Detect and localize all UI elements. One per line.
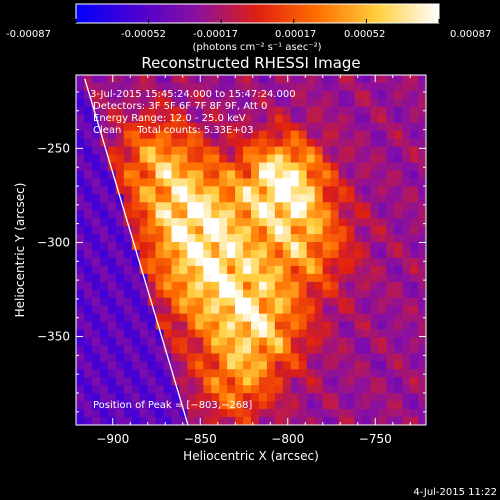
colorbar-tick-label-5: 0.00087 xyxy=(450,29,491,40)
annotation-energy-range: Energy Range: 12.0 - 25.0 keV xyxy=(93,113,246,124)
footer-timestamp: 4-Jul-2015 11:22 xyxy=(413,487,497,498)
y-tick-label: −250 xyxy=(37,141,70,155)
annotation-clean-counts: Clean Total counts: 5.33E+03 xyxy=(93,125,253,136)
y-tick-label: −350 xyxy=(37,330,70,344)
colorbar-tick-label-3: 0.00017 xyxy=(275,29,316,40)
annotation-block: 3-Jul-2015 15:45:24.000 to 15:47:24.000 … xyxy=(90,89,296,136)
x-axis-label: Heliocentric X (arcsec) xyxy=(183,449,319,463)
colorbar-gradient xyxy=(75,3,440,24)
axis-ticks xyxy=(76,75,426,425)
chart-title: Reconstructed RHESSI Image xyxy=(141,54,360,72)
annotation-time-range: 3-Jul-2015 15:45:24.000 to 15:47:24.000 xyxy=(90,89,296,100)
y-tick-label: −300 xyxy=(37,235,70,249)
colorbar-unit-label: (photons cm⁻² s⁻¹ asec⁻²) xyxy=(192,42,321,53)
x-tick-label: −800 xyxy=(271,432,304,446)
plot-area: 3-Jul-2015 15:45:24.000 to 15:47:24.000 … xyxy=(75,74,427,426)
x-tick-label: −750 xyxy=(359,432,392,446)
colorbar-tick-label-2: -0.00017 xyxy=(193,29,238,40)
colorbar-tick-label-0: -0.00087 xyxy=(6,29,51,40)
x-tick-label: −850 xyxy=(184,432,217,446)
annotation-detectors: Detectors: 3F 5F 6F 7F 8F 9F, Att 0 xyxy=(93,101,267,112)
plot-frame xyxy=(75,74,427,426)
colorbar-tick-label-1: -0.00052 xyxy=(121,29,166,40)
solar-limb-line xyxy=(84,78,189,425)
x-tick-label: −900 xyxy=(96,432,129,446)
y-axis-label: Heliocentric Y (arcsec) xyxy=(13,183,27,318)
peak-position-label: Position of Peak = [−803,−268] xyxy=(93,400,252,411)
colorbar-tick-label-4: 0.00052 xyxy=(344,29,385,40)
heatmap-image xyxy=(76,75,426,425)
colorbar: -0.00087 -0.00052 -0.00017 0.00017 0.000… xyxy=(6,3,491,53)
colorbar-ticks xyxy=(75,19,440,23)
